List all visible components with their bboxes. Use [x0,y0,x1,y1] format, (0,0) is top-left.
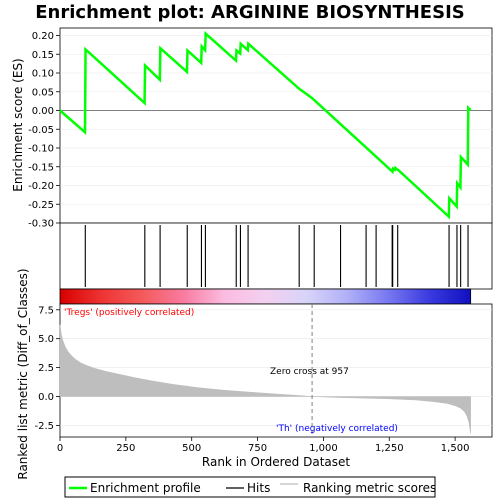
es-gridlines [60,35,492,224]
metric-plot-frame [59,303,493,438]
x-tick-label: 1,000 [309,443,338,454]
es-y-tick-label: -0.25 [28,200,54,211]
x-axis-label: Rank in Ordered Dataset [202,455,350,469]
es-y-tick-label: 0.00 [32,106,54,117]
metric-y-tick-label: 5.0 [38,334,54,345]
es-y-axis-ticks: -0.30 -0.25 -0.20 -0.15 -0.10 -0.05 0.00 0.05 0.… [28,31,60,230]
metric-y-tick-label: 2.5 [38,363,54,374]
rank-heatbar [59,288,472,305]
rank-heatbar-panel [59,288,472,305]
legend-entry-profile: Enrichment profile [90,481,201,495]
es-y-tick-label: -0.05 [28,125,54,136]
x-tick-label: 250 [116,443,135,454]
hits-panel [59,222,493,290]
legend-entry-hits: Hits [247,481,270,495]
es-plot-frame [59,27,493,224]
es-y-tick-label: 0.20 [32,31,54,42]
legend-box [64,476,436,498]
metric-y-tick-label: 7.5 [38,305,54,316]
es-y-tick-label: -0.30 [28,219,54,230]
metric-y-tick-label: 0.0 [38,392,54,403]
x-tick-label: 0 [57,443,63,454]
es-y-tick-label: 0.15 [32,50,54,61]
legend-entry-ranking-metric: Ranking metric scores [303,481,436,495]
enrichment-profile-line [59,30,472,220]
metric-y-tick-label: -2.5 [34,421,54,432]
positive-class-label: 'Tregs' (positively correlated) [64,308,194,318]
legend: Enrichment profile Hits Ranking metric s… [64,476,436,498]
metric-x-axis-ticks: 0 250 500 750 1,000 1,250 1,500 [57,437,470,454]
x-tick-label: 1,500 [441,443,470,454]
metric-y-axis-ticks: -2.5 0.0 2.5 5.0 7.5 [34,305,60,432]
negative-class-label: 'Th' (negatively correlated) [276,424,398,434]
es-y-tick-label: 0.05 [32,87,54,98]
hit-markers [84,225,469,287]
chart-title: Enrichment plot: ARGININE BIOSYNTHESIS [35,2,464,23]
es-y-tick-label: -0.10 [28,144,54,155]
enrichment-score-panel: -0.30 -0.25 -0.20 -0.15 -0.10 -0.05 0.00 0.05 0.… [11,27,493,230]
x-tick-label: 750 [248,443,267,454]
ranking-metric-area [59,324,471,434]
zero-cross-label: Zero cross at 957 [270,367,349,377]
x-tick-label: 1,250 [375,443,404,454]
es-y-tick-label: 0.10 [32,69,54,80]
hits-frame [59,222,493,290]
es-y-axis-label: Enrichment score (ES) [11,58,25,191]
es-y-tick-label: -0.20 [28,181,54,192]
es-y-tick-label: -0.15 [28,162,54,173]
ranking-metric-panel: Zero cross at 957 'Tregs' (positively co… [16,268,493,480]
metric-y-axis-label: Ranked list metric (Diff_of_Classes) [16,268,30,479]
x-tick-label: 500 [182,443,201,454]
